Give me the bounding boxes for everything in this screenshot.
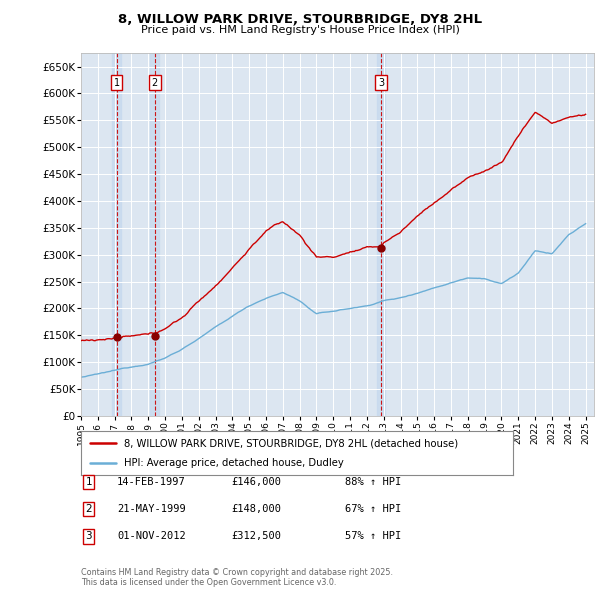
Text: Contains HM Land Registry data © Crown copyright and database right 2025.
This d: Contains HM Land Registry data © Crown c…: [81, 568, 393, 587]
Bar: [151, 53, 159, 416]
Text: 8, WILLOW PARK DRIVE, STOURBRIDGE, DY8 2HL: 8, WILLOW PARK DRIVE, STOURBRIDGE, DY8 2…: [118, 13, 482, 26]
Text: 8, WILLOW PARK DRIVE, STOURBRIDGE, DY8 2HL (detached house): 8, WILLOW PARK DRIVE, STOURBRIDGE, DY8 2…: [124, 438, 458, 448]
Text: HPI: Average price, detached house, Dudley: HPI: Average price, detached house, Dudl…: [124, 458, 344, 468]
Text: £312,500: £312,500: [231, 532, 281, 541]
Text: 14-FEB-1997: 14-FEB-1997: [117, 477, 186, 487]
Text: 2: 2: [85, 504, 92, 514]
Text: 67% ↑ HPI: 67% ↑ HPI: [345, 504, 401, 514]
Text: 01-NOV-2012: 01-NOV-2012: [117, 532, 186, 541]
Text: 88% ↑ HPI: 88% ↑ HPI: [345, 477, 401, 487]
Text: 21-MAY-1999: 21-MAY-1999: [117, 504, 186, 514]
Text: 1: 1: [113, 78, 120, 88]
Text: 2: 2: [152, 78, 158, 88]
Text: 57% ↑ HPI: 57% ↑ HPI: [345, 532, 401, 541]
Text: 3: 3: [85, 532, 92, 541]
Text: £146,000: £146,000: [231, 477, 281, 487]
Bar: [112, 53, 121, 416]
Bar: [377, 53, 385, 416]
Text: Price paid vs. HM Land Registry's House Price Index (HPI): Price paid vs. HM Land Registry's House …: [140, 25, 460, 35]
Text: 3: 3: [378, 78, 384, 88]
Text: £148,000: £148,000: [231, 504, 281, 514]
Text: 1: 1: [85, 477, 92, 487]
